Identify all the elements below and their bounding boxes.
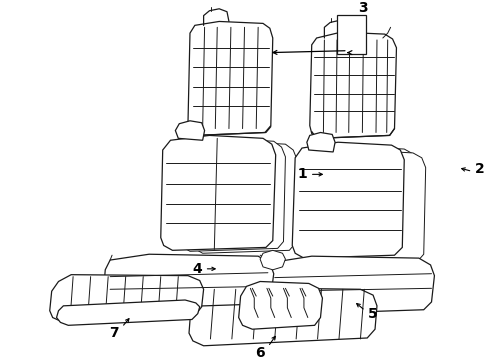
Polygon shape [57,300,199,325]
Polygon shape [161,135,275,250]
Polygon shape [238,282,322,329]
Polygon shape [314,150,425,265]
Polygon shape [175,121,204,140]
Text: 2: 2 [474,162,484,176]
Text: 4: 4 [191,262,201,276]
Polygon shape [50,275,203,323]
Text: 5: 5 [367,307,377,321]
Polygon shape [188,22,272,135]
Polygon shape [306,132,334,152]
Text: 7: 7 [109,326,119,340]
Polygon shape [292,142,404,258]
Polygon shape [260,250,285,270]
Polygon shape [309,32,396,138]
Polygon shape [305,146,416,262]
Text: 1: 1 [297,167,306,181]
Polygon shape [266,256,433,315]
Polygon shape [180,138,285,251]
Text: 3: 3 [358,1,367,15]
Text: 6: 6 [255,346,264,360]
Polygon shape [189,287,376,346]
Polygon shape [103,254,273,309]
FancyBboxPatch shape [336,15,366,54]
Polygon shape [192,141,297,253]
